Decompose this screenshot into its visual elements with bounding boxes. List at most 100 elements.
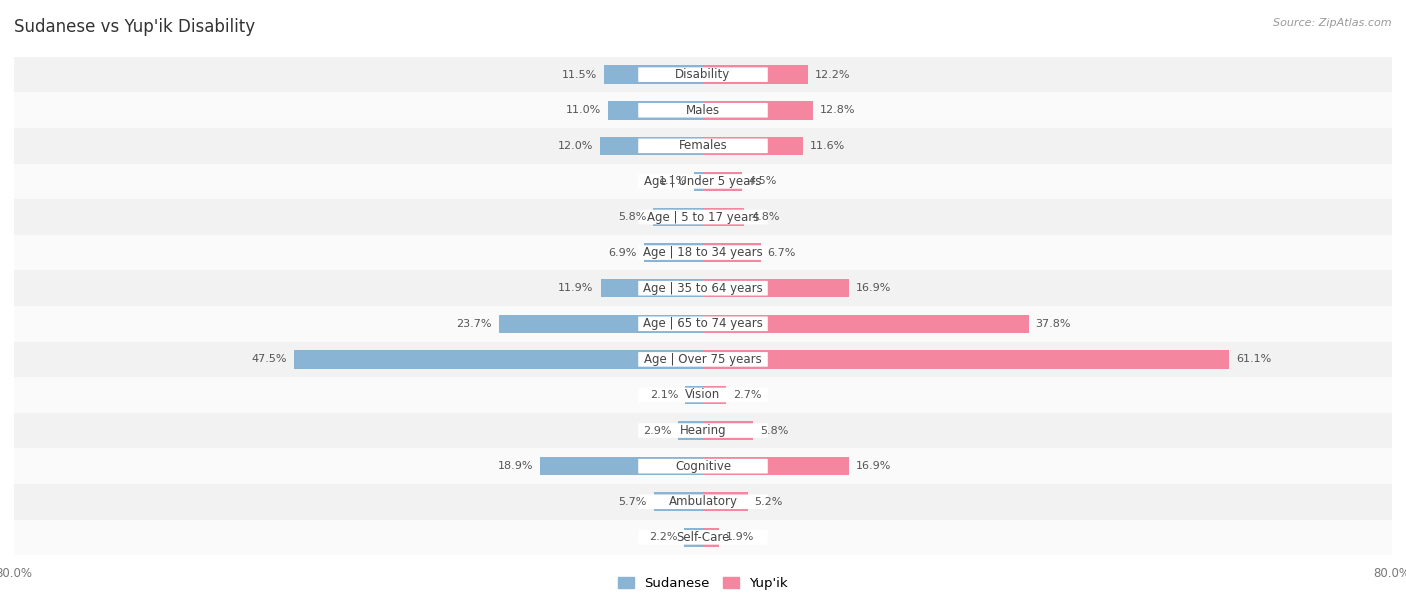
Bar [14, 57, 1392, 92]
Text: Age | Over 75 years: Age | Over 75 years [644, 353, 762, 366]
Bar [654, 493, 703, 511]
Bar [703, 279, 849, 297]
Bar [499, 315, 703, 333]
Bar [14, 235, 1392, 271]
Text: 61.1%: 61.1% [1236, 354, 1271, 364]
Bar [14, 449, 1392, 484]
Text: 47.5%: 47.5% [252, 354, 287, 364]
Text: Cognitive: Cognitive [675, 460, 731, 472]
Bar [685, 386, 703, 405]
Bar [14, 341, 1392, 377]
FancyBboxPatch shape [638, 316, 768, 331]
Text: Males: Males [686, 104, 720, 117]
Text: 12.2%: 12.2% [815, 70, 851, 80]
Bar [14, 520, 1392, 555]
FancyBboxPatch shape [638, 352, 768, 367]
FancyBboxPatch shape [638, 494, 768, 509]
Legend: Sudanese, Yup'ik: Sudanese, Yup'ik [613, 572, 793, 595]
Text: Age | 65 to 74 years: Age | 65 to 74 years [643, 317, 763, 330]
Bar [703, 350, 1229, 368]
Bar [703, 315, 1029, 333]
Text: Hearing: Hearing [679, 424, 727, 437]
Text: 2.7%: 2.7% [733, 390, 762, 400]
Text: Self-Care: Self-Care [676, 531, 730, 544]
Text: 2.1%: 2.1% [650, 390, 678, 400]
Text: 18.9%: 18.9% [498, 461, 533, 471]
Text: Sudanese vs Yup'ik Disability: Sudanese vs Yup'ik Disability [14, 18, 254, 36]
Bar [703, 65, 808, 84]
Bar [703, 421, 754, 440]
Bar [703, 136, 803, 155]
Bar [703, 457, 849, 476]
Text: 11.0%: 11.0% [567, 105, 602, 115]
Bar [703, 386, 727, 405]
Text: 1.9%: 1.9% [727, 532, 755, 542]
Text: 11.5%: 11.5% [562, 70, 598, 80]
Text: Age | 5 to 17 years: Age | 5 to 17 years [647, 211, 759, 223]
Text: 11.9%: 11.9% [558, 283, 593, 293]
Text: Vision: Vision [685, 389, 721, 401]
Text: Disability: Disability [675, 68, 731, 81]
Text: 23.7%: 23.7% [457, 319, 492, 329]
Bar [609, 101, 703, 119]
Bar [294, 350, 703, 368]
FancyBboxPatch shape [638, 138, 768, 153]
Text: 12.8%: 12.8% [820, 105, 856, 115]
FancyBboxPatch shape [638, 387, 768, 402]
Bar [703, 528, 720, 547]
FancyBboxPatch shape [638, 103, 768, 118]
Text: 16.9%: 16.9% [855, 461, 891, 471]
Bar [600, 279, 703, 297]
Text: 1.1%: 1.1% [658, 176, 686, 187]
Text: Age | 18 to 34 years: Age | 18 to 34 years [643, 246, 763, 259]
Bar [693, 172, 703, 191]
Text: Source: ZipAtlas.com: Source: ZipAtlas.com [1274, 18, 1392, 28]
Text: 2.2%: 2.2% [648, 532, 678, 542]
Bar [678, 421, 703, 440]
Bar [685, 528, 703, 547]
Text: 12.0%: 12.0% [557, 141, 593, 151]
FancyBboxPatch shape [638, 210, 768, 225]
Bar [652, 207, 703, 226]
Bar [540, 457, 703, 476]
Text: 37.8%: 37.8% [1035, 319, 1071, 329]
Text: Females: Females [679, 140, 727, 152]
FancyBboxPatch shape [638, 174, 768, 188]
Bar [14, 200, 1392, 235]
Text: 4.5%: 4.5% [748, 176, 778, 187]
FancyBboxPatch shape [638, 281, 768, 296]
FancyBboxPatch shape [638, 67, 768, 82]
Text: 5.8%: 5.8% [617, 212, 647, 222]
FancyBboxPatch shape [638, 424, 768, 438]
Bar [14, 484, 1392, 520]
FancyBboxPatch shape [638, 245, 768, 260]
Text: 5.8%: 5.8% [759, 425, 789, 436]
Bar [703, 101, 813, 119]
Bar [703, 493, 748, 511]
Bar [14, 128, 1392, 163]
Text: 6.9%: 6.9% [609, 248, 637, 258]
Text: 5.7%: 5.7% [619, 497, 647, 507]
Text: 11.6%: 11.6% [810, 141, 845, 151]
Text: 2.9%: 2.9% [643, 425, 671, 436]
Text: 4.8%: 4.8% [751, 212, 780, 222]
FancyBboxPatch shape [638, 459, 768, 474]
Bar [14, 163, 1392, 200]
Bar [14, 412, 1392, 449]
Bar [605, 65, 703, 84]
Bar [14, 271, 1392, 306]
Text: Age | Under 5 years: Age | Under 5 years [644, 175, 762, 188]
Bar [703, 172, 742, 191]
Bar [14, 306, 1392, 341]
Bar [14, 377, 1392, 412]
Text: 16.9%: 16.9% [855, 283, 891, 293]
FancyBboxPatch shape [638, 530, 768, 545]
Text: Ambulatory: Ambulatory [668, 495, 738, 508]
Text: Age | 35 to 64 years: Age | 35 to 64 years [643, 282, 763, 295]
Bar [703, 244, 761, 262]
Text: 5.2%: 5.2% [755, 497, 783, 507]
Text: 6.7%: 6.7% [768, 248, 796, 258]
Bar [703, 207, 744, 226]
Bar [644, 244, 703, 262]
Bar [14, 92, 1392, 128]
